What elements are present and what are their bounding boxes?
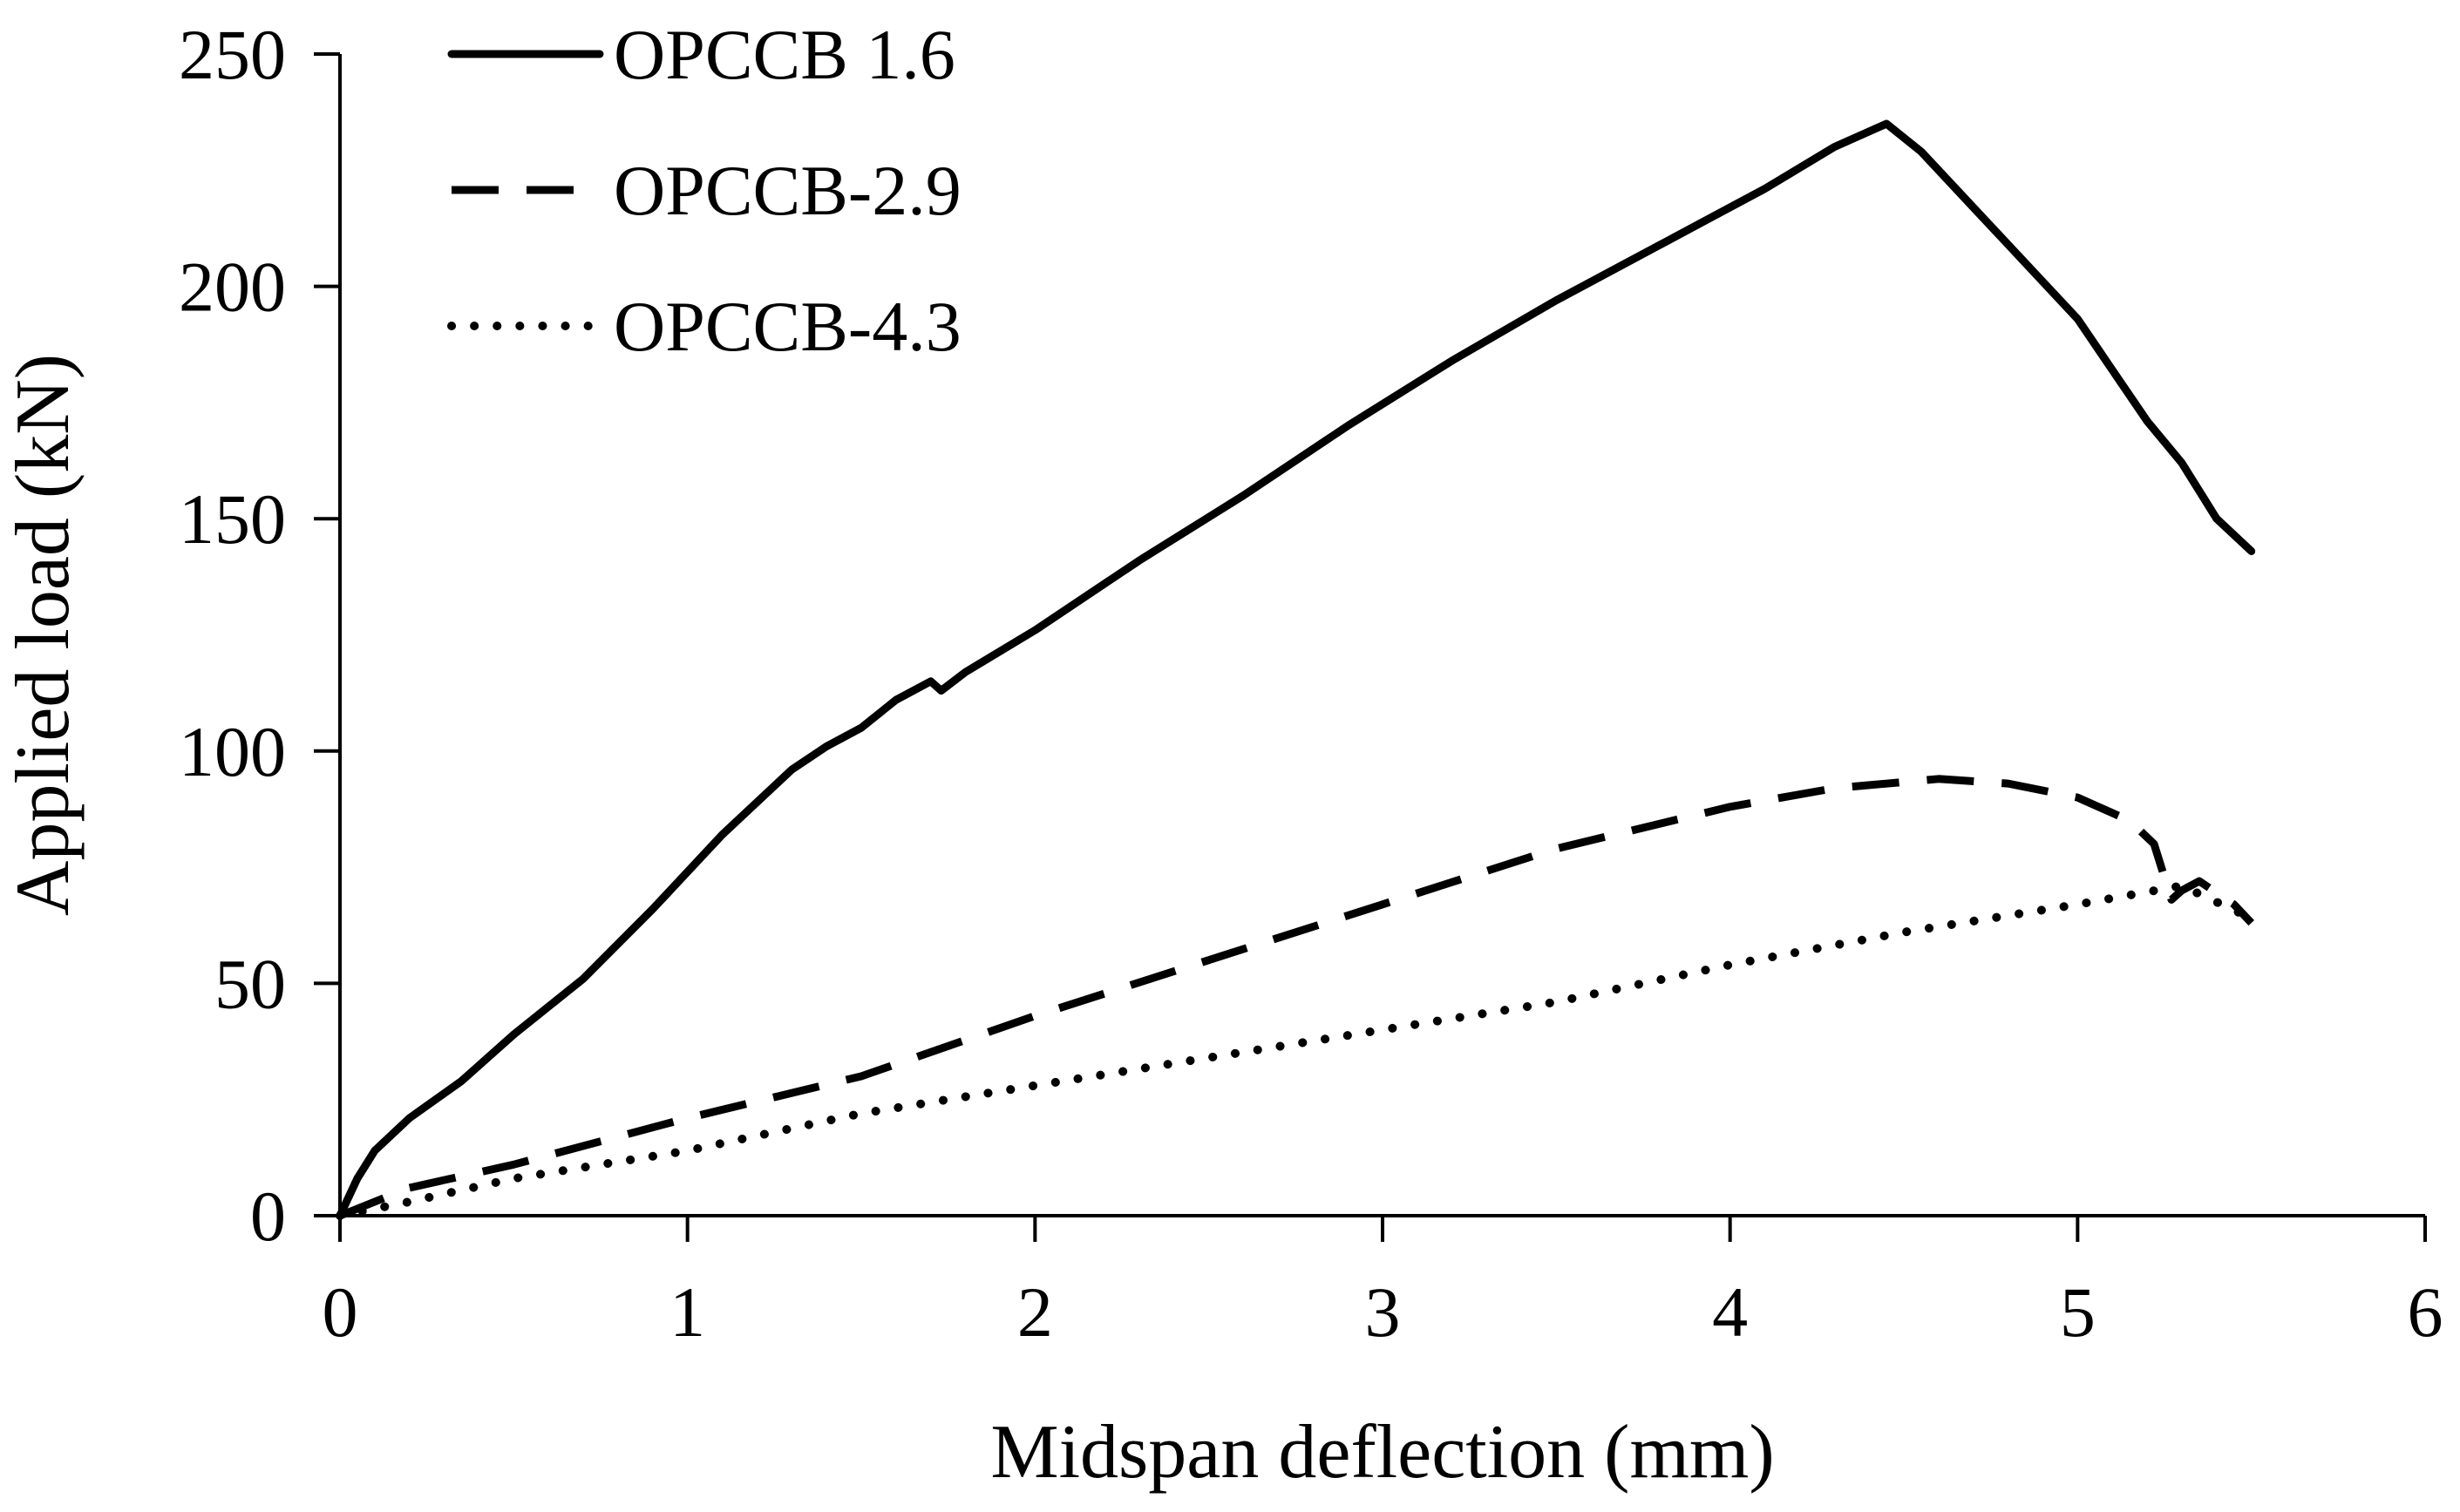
x-tick-label: 3 xyxy=(1365,1272,1401,1352)
y-tick-label: 100 xyxy=(179,712,286,791)
series-layer xyxy=(336,119,2256,1220)
plot-area: 0 50 100 150 200 250 0 1 2 3 4 5 6 xyxy=(179,15,2443,1352)
y-tick-label: 250 xyxy=(179,15,286,94)
legend-label-opccb-1-6: OPCCB 1.6 xyxy=(614,15,955,94)
legend-label-opccb-4-3: OPCCB-4.3 xyxy=(614,287,962,366)
series-line-opccb-4-3 xyxy=(336,881,2256,1220)
x-tick-label: 2 xyxy=(1017,1272,1053,1352)
x-tick-label: 5 xyxy=(2060,1272,2096,1352)
y-axis-title: Applied load (kN) xyxy=(1,354,85,916)
y-tick-label: 0 xyxy=(250,1176,286,1256)
y-tick-label: 200 xyxy=(179,247,286,327)
x-axis-ticks: 0 1 2 3 4 5 6 xyxy=(323,1216,2443,1352)
x-tick-label: 0 xyxy=(323,1272,358,1352)
y-axis-ticks: 0 50 100 150 200 250 xyxy=(179,15,340,1256)
x-tick-label: 1 xyxy=(669,1272,705,1352)
x-axis-title: Midspan deflection (mm) xyxy=(990,1410,1774,1495)
legend: OPCCB 1.6 OPCCB-2.9 OPCCB-4.3 xyxy=(447,15,962,366)
x-tick-label: 4 xyxy=(1712,1272,1748,1352)
y-tick-label: 150 xyxy=(179,479,286,559)
series-line-opccb-2-9 xyxy=(338,775,2254,1220)
legend-label-opccb-2-9: OPCCB-2.9 xyxy=(614,151,962,230)
series-line-opccb-1-6 xyxy=(336,119,2256,1220)
y-tick-label: 50 xyxy=(214,944,286,1023)
x-tick-label: 6 xyxy=(2408,1272,2443,1352)
